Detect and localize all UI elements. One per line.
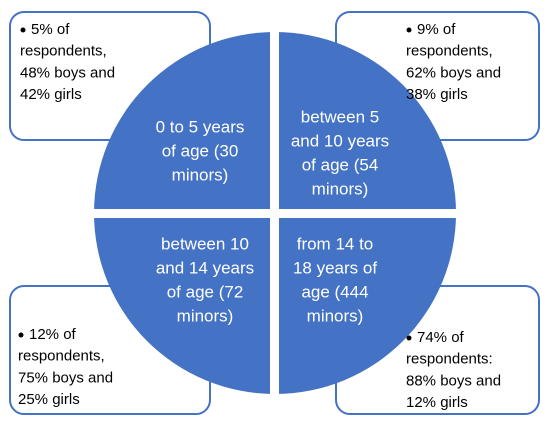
quadrant-text: between 10: [161, 234, 249, 253]
quadrant-text: and 14 years: [156, 258, 254, 277]
quadrant-text: of age (30: [162, 141, 239, 160]
quadrant-text: minors): [312, 179, 369, 198]
box-text: 48% boys and: [20, 64, 115, 81]
box-text: 25% girls: [18, 391, 80, 408]
box-text: 5% of: [31, 21, 70, 38]
quadrant-text: minors): [177, 306, 234, 325]
box-text: 38% girls: [406, 86, 468, 103]
quadrant-text: of age (54: [302, 155, 379, 174]
bullet: [20, 27, 26, 33]
box-text: 74% of: [417, 329, 465, 346]
quadrant-text: and 10 years: [291, 131, 389, 150]
quadrant-text: between 5: [301, 107, 379, 126]
quadrant-text: of age (72: [167, 282, 244, 301]
quadrant-text: 18 years of: [293, 258, 377, 277]
box-text: 12% girls: [406, 394, 468, 411]
box-text: 75% boys and: [18, 369, 113, 386]
quadrant-text: 0 to 5 years: [156, 117, 245, 136]
bullet: [406, 27, 412, 33]
bullet: [406, 335, 412, 341]
box-text: 88% boys and: [406, 372, 501, 389]
divider: [90, 209, 462, 218]
bullet: [18, 332, 24, 338]
box-text: 42% girls: [20, 86, 82, 103]
box-text: respondents,: [20, 43, 107, 60]
box-text: respondents,: [406, 43, 493, 60]
quadrant-text: age (444: [301, 282, 368, 301]
box-text: 9% of: [417, 21, 456, 38]
quadrant-text: minors): [307, 306, 364, 325]
box-text: respondents,: [18, 348, 105, 365]
box-text: respondents:: [406, 351, 493, 368]
box-text: 62% boys and: [406, 64, 501, 81]
box-text: 12% of: [29, 326, 77, 343]
quadrant-text: from 14 to: [297, 234, 374, 253]
quadrant-text: minors): [172, 165, 229, 184]
